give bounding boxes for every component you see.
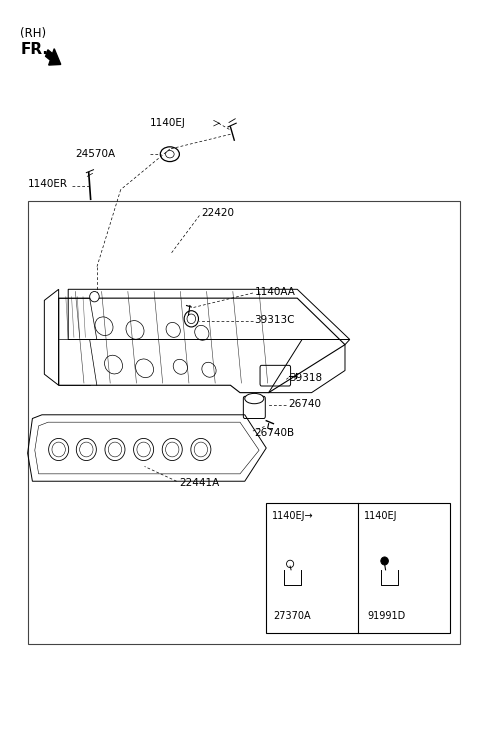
Text: 22441A: 22441A xyxy=(179,479,219,488)
FancyArrow shape xyxy=(46,49,61,65)
Text: 26740B: 26740B xyxy=(254,428,294,437)
Text: 27370A: 27370A xyxy=(274,611,311,622)
Text: 1140ER: 1140ER xyxy=(28,179,68,190)
Text: 24570A: 24570A xyxy=(75,149,116,159)
Text: (RH): (RH) xyxy=(21,27,47,40)
Text: 1140EJ→: 1140EJ→ xyxy=(272,511,313,521)
Ellipse shape xyxy=(245,393,264,404)
Text: 26740: 26740 xyxy=(288,399,322,410)
Text: FR.: FR. xyxy=(21,42,48,57)
Ellipse shape xyxy=(381,557,388,565)
Text: 1140EJ: 1140EJ xyxy=(149,119,185,128)
Text: 39313C: 39313C xyxy=(254,316,295,325)
Ellipse shape xyxy=(90,291,99,302)
Text: 1140AA: 1140AA xyxy=(254,287,295,296)
Text: 39318: 39318 xyxy=(288,373,322,383)
Text: 91991D: 91991D xyxy=(367,611,405,622)
Bar xyxy=(28,201,459,644)
Text: 22420: 22420 xyxy=(201,207,234,218)
Bar xyxy=(266,503,450,633)
Text: 1140EJ: 1140EJ xyxy=(364,511,397,521)
